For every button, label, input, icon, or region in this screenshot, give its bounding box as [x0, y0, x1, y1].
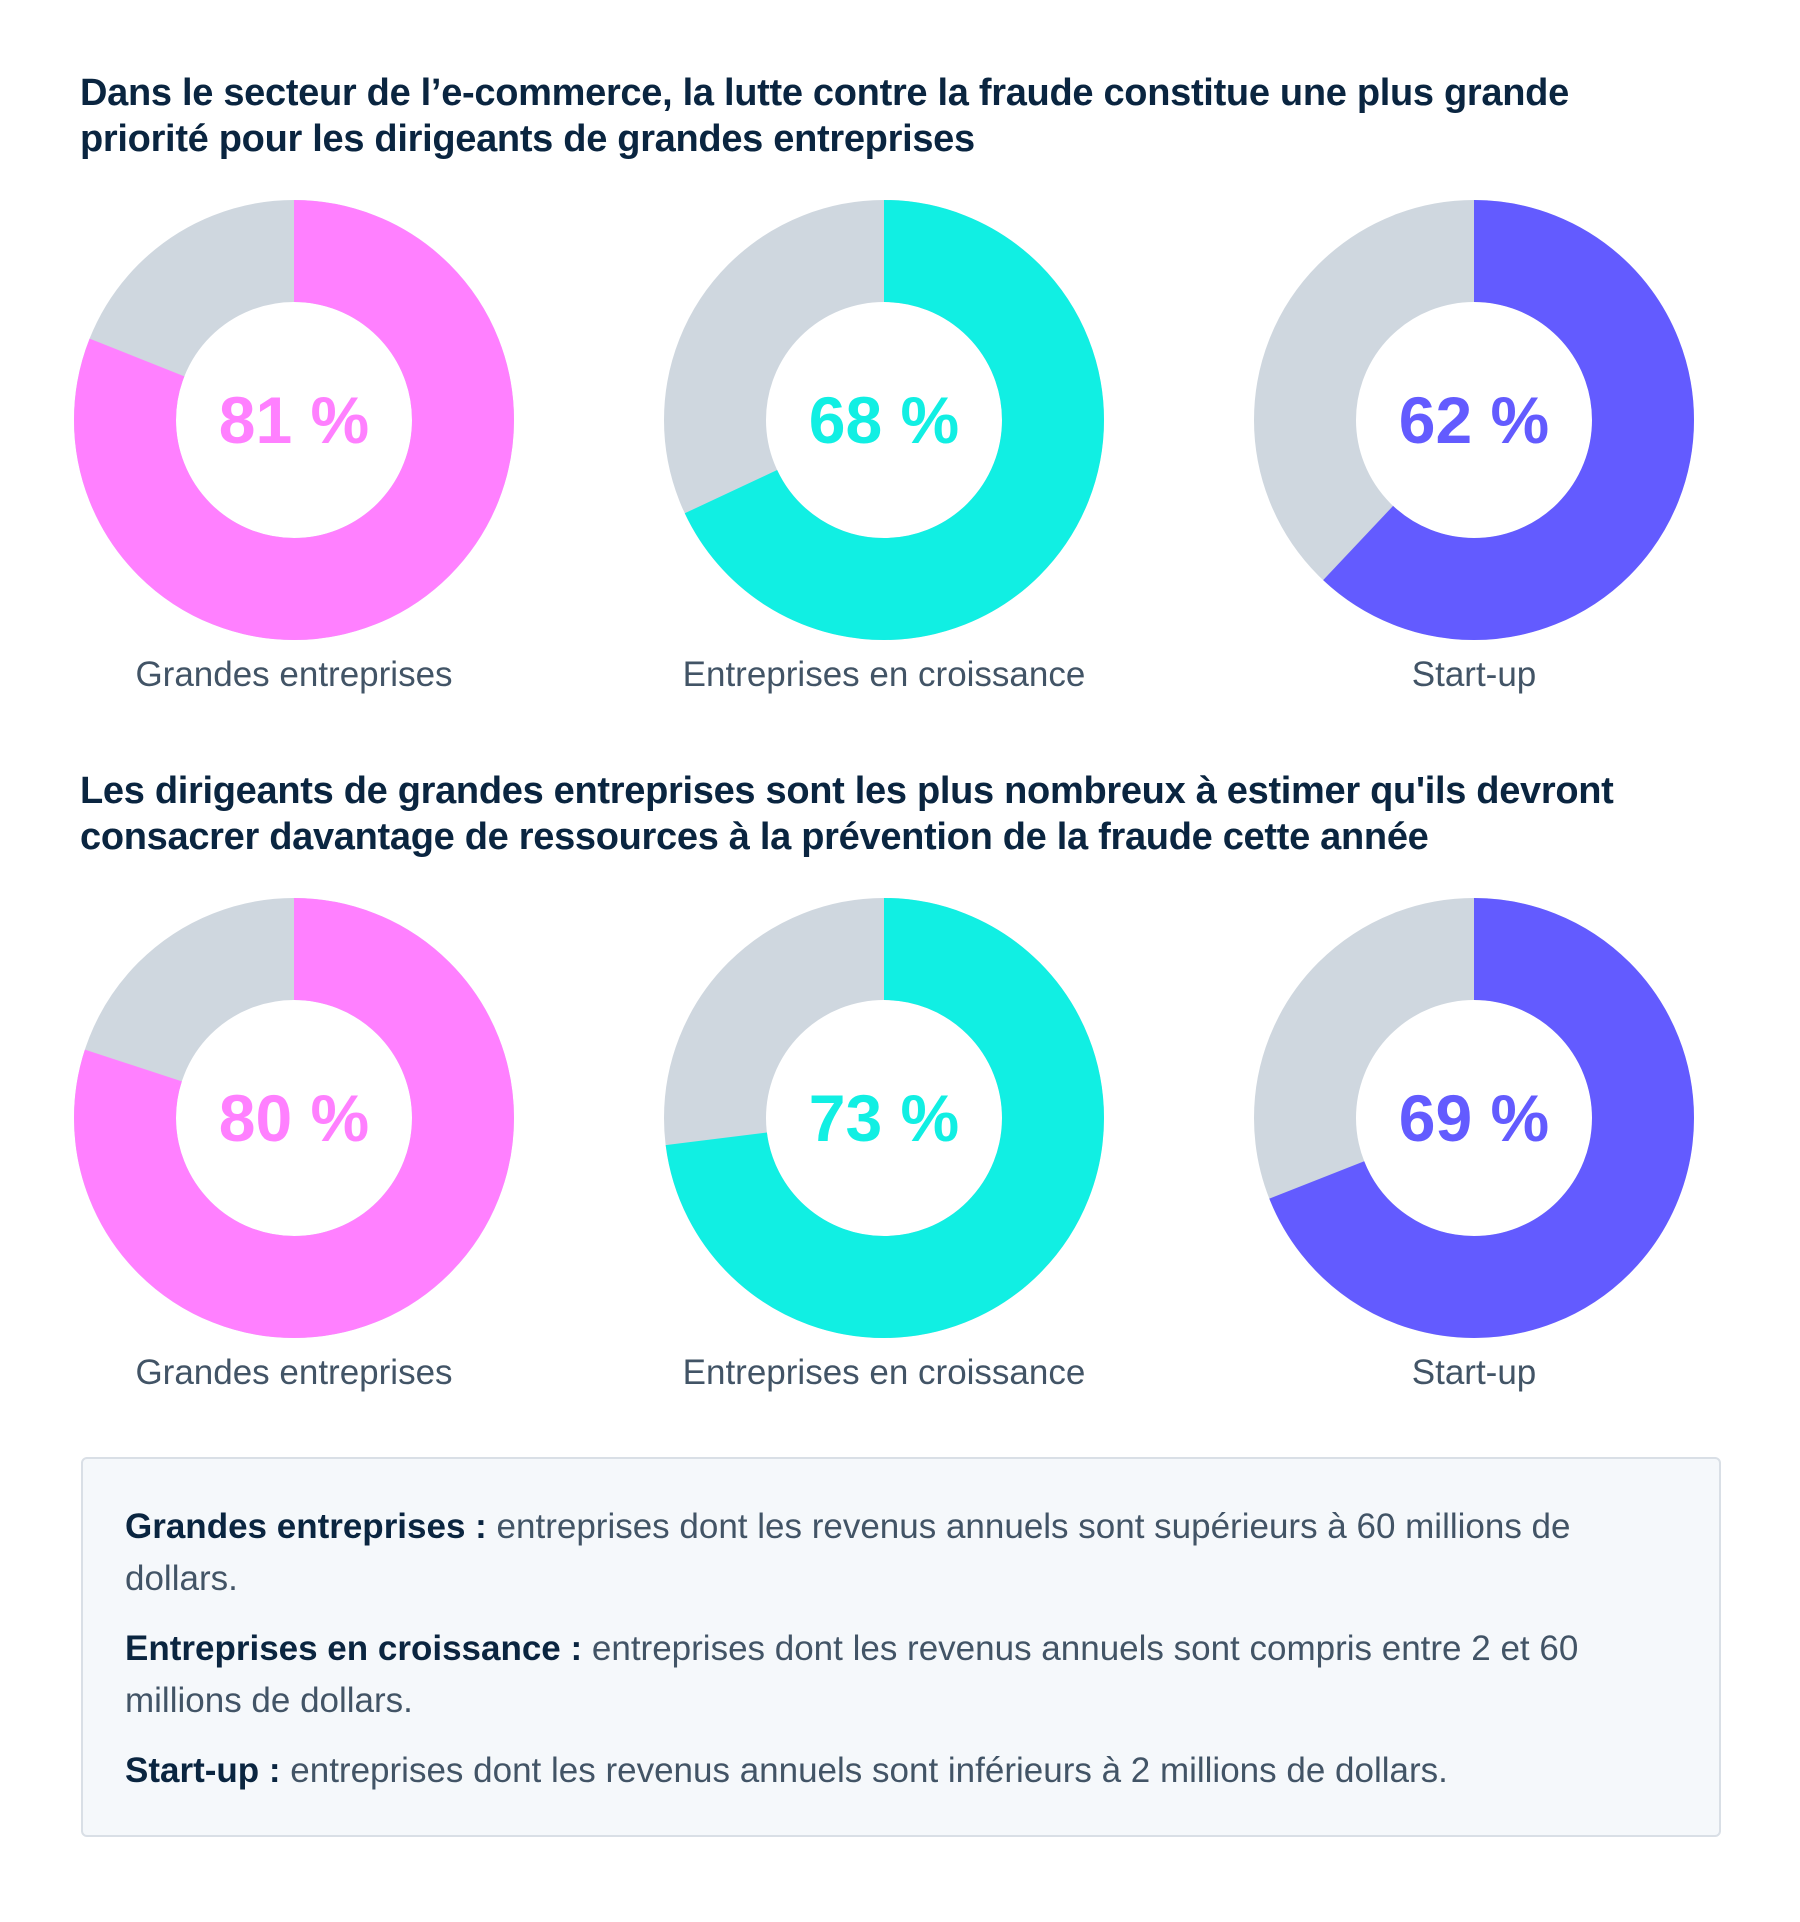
donut-value-slice [664, 200, 1104, 640]
donut-chart: 73 % [664, 898, 1104, 1338]
category-label: Start-up [1411, 1353, 1537, 1392]
donut-value-slice [1254, 200, 1694, 640]
definition-text: entreprises dont les revenus annuels son… [125, 1629, 1579, 1720]
percent-label: 80 % [219, 1081, 369, 1155]
donut-chart: 62 % [1254, 200, 1694, 640]
definition-text: entreprises dont les revenus annuels son… [290, 1751, 1448, 1790]
donut-chart: 81 % [74, 200, 514, 640]
donut-chart: 68 % [664, 200, 1104, 640]
definition-term: Entreprises en croissance : [125, 1629, 583, 1668]
donut-chart: 80 % [74, 898, 514, 1338]
donut-value-slice [1254, 898, 1694, 1338]
category-label: Grandes entreprises [135, 655, 453, 694]
donut-row-resources: 80 % Grandes entreprises 73 % Entreprise… [0, 898, 1800, 1418]
donut-grandes-entreprises: 81 % Grandes entreprises [74, 200, 514, 720]
donut-value-slice [74, 200, 514, 640]
percent-label: 69 % [1399, 1081, 1549, 1155]
category-label: Entreprises en croissance [682, 1353, 1086, 1392]
percent-label: 73 % [809, 1081, 959, 1155]
category-label: Grandes entreprises [135, 1353, 453, 1392]
definition-entreprises-en-croissance: Entreprises en croissance : entreprises … [125, 1623, 1665, 1727]
percent-label: 81 % [219, 383, 369, 457]
donut-start-up: 69 % Start-up [1254, 898, 1694, 1418]
donut-grandes-entreprises: 80 % Grandes entreprises [74, 898, 514, 1418]
donut-start-up: 62 % Start-up [1254, 200, 1694, 720]
definition-term: Start-up : [125, 1751, 281, 1790]
donut-entreprises-en-croissance: 68 % Entreprises en croissance [664, 200, 1104, 720]
definition-term: Grandes entreprises : [125, 1507, 487, 1546]
donut-row-priority: 81 % Grandes entreprises 68 % Entreprise… [0, 200, 1800, 720]
donut-value-slice [664, 898, 1104, 1338]
percent-label: 62 % [1399, 383, 1549, 457]
section-title-resources: Les dirigeants de grandes entreprises so… [80, 770, 1614, 858]
section-title-priority: Dans le secteur de l’e-commerce, la lutt… [80, 72, 1569, 160]
percent-label: 68 % [809, 383, 959, 457]
category-label: Start-up [1411, 655, 1537, 694]
donut-value-slice [74, 898, 514, 1338]
category-label: Entreprises en croissance [682, 655, 1086, 694]
definition-text: entreprises dont les revenus annuels son… [125, 1507, 1571, 1598]
definition-grandes-entreprises: Grandes entreprises : entreprises dont l… [125, 1501, 1665, 1605]
definitions-box: Grandes entreprises : entreprises dont l… [81, 1457, 1721, 1837]
donut-chart: 69 % [1254, 898, 1694, 1338]
definition-start-up: Start-up : entreprises dont les revenus … [125, 1745, 1665, 1797]
donut-entreprises-en-croissance: 73 % Entreprises en croissance [664, 898, 1104, 1418]
